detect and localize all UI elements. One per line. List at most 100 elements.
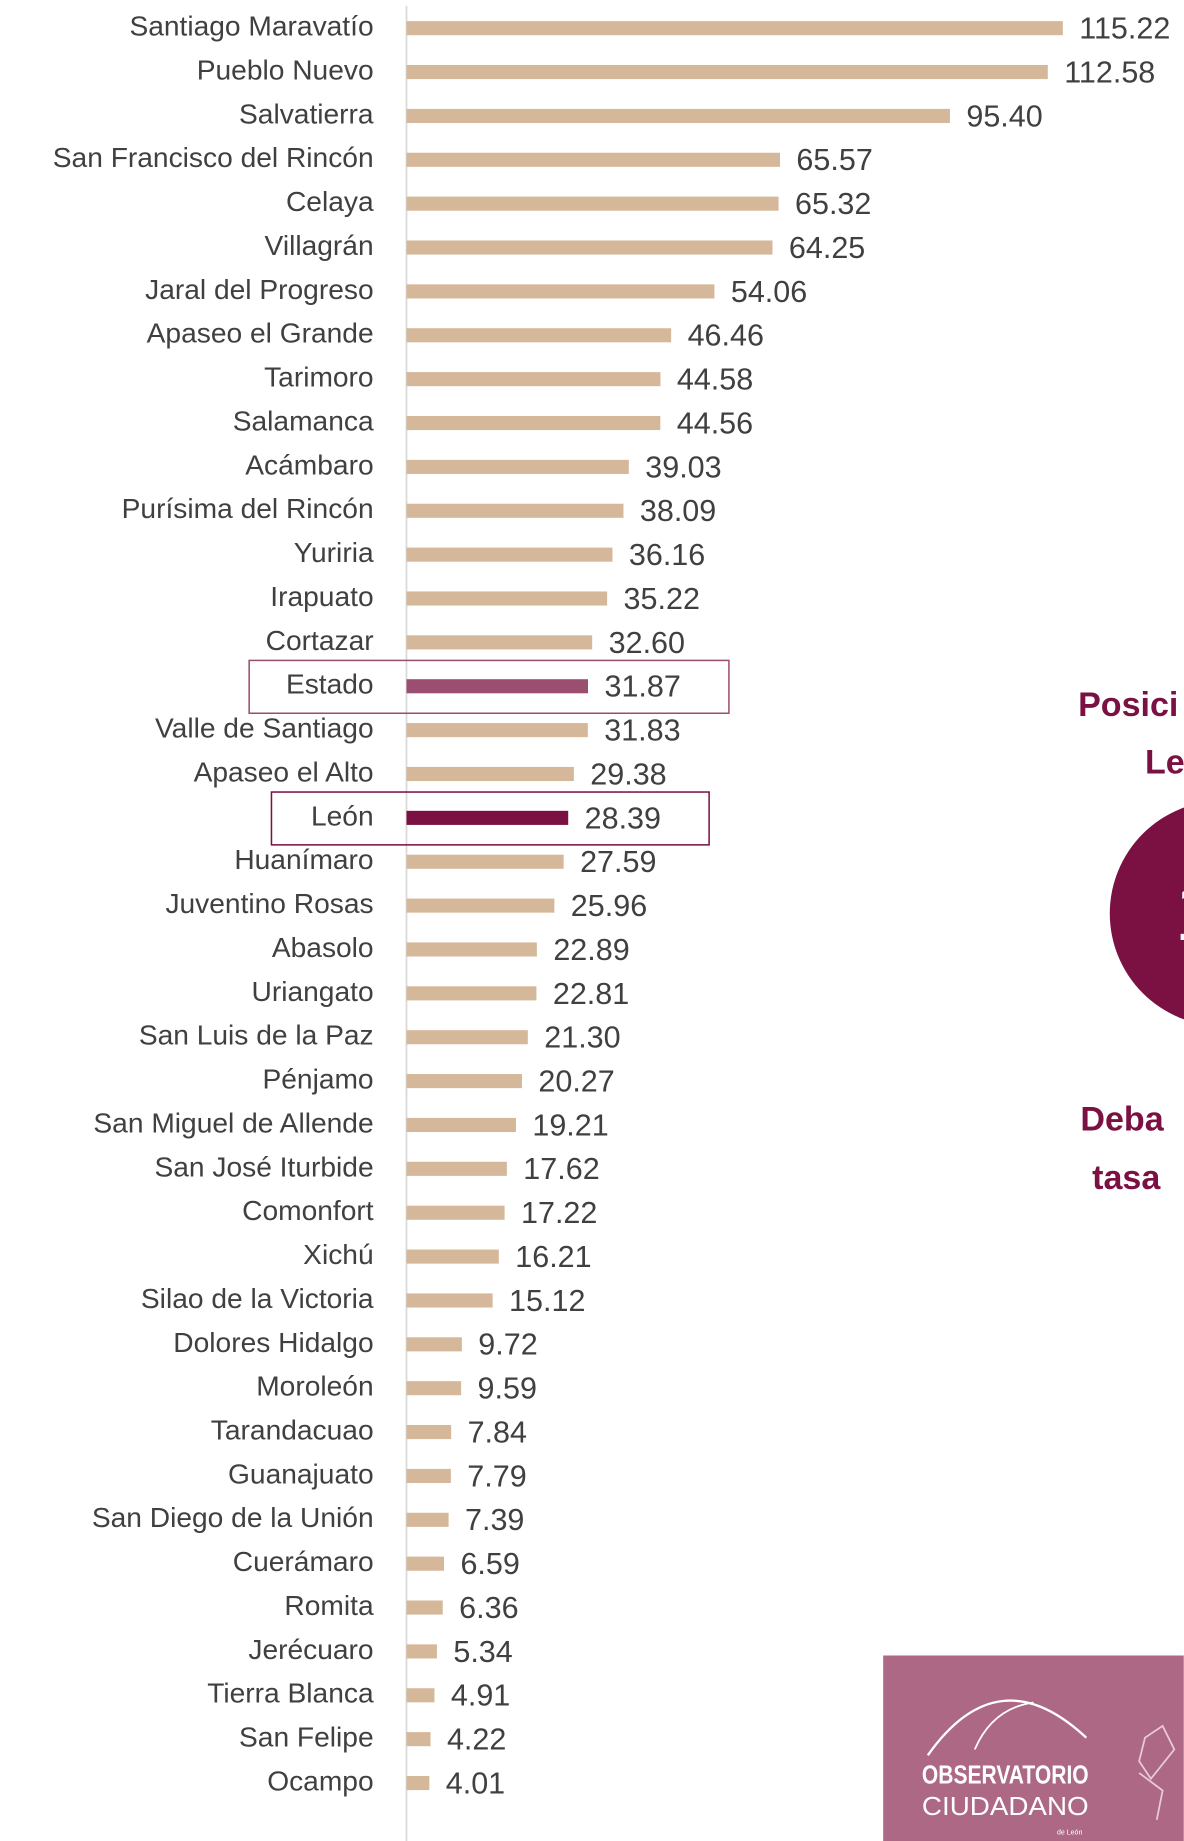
value-label: 4.01 (446, 1766, 505, 1800)
value-label: 22.81 (553, 977, 629, 1011)
value-label: 29.38 (590, 757, 666, 791)
value-label: 115.22 (1079, 12, 1170, 46)
bar (406, 328, 672, 343)
logo-arc (973, 1701, 1034, 1750)
bar (406, 1161, 507, 1176)
value-label: 38.09 (640, 494, 716, 528)
category-label: Tarimoro (264, 361, 374, 393)
value-label: 22.89 (553, 933, 629, 967)
value-label: 25.96 (571, 889, 647, 923)
bar (406, 723, 588, 738)
category-label: Dolores Hidalgo (173, 1326, 373, 1358)
bar (406, 986, 537, 1001)
rank: 1 (1174, 867, 1184, 958)
category-label: Cuerámaro (233, 1545, 374, 1577)
bar (406, 459, 629, 474)
value-label: 27.59 (580, 845, 656, 879)
logo-text: OBSERVATORIO (922, 1761, 1089, 1789)
bar (406, 240, 773, 255)
bar (406, 810, 569, 825)
value-label: 4.22 (447, 1723, 506, 1757)
bar (406, 635, 593, 650)
panel-heading: Posici (1078, 686, 1178, 724)
category-label: Xichú (303, 1238, 373, 1270)
value-label: 17.62 (523, 1152, 599, 1186)
value-label: 65.32 (795, 187, 871, 221)
bar (406, 1688, 435, 1703)
bar (406, 898, 555, 913)
logo-arc (926, 1699, 1088, 1756)
category-label: Cortazar (266, 624, 374, 656)
value-label: 7.84 (468, 1415, 527, 1449)
category-label: Valle de Santiago (155, 712, 374, 744)
category-label: Moroleón (256, 1370, 373, 1402)
value-label: 6.36 (459, 1591, 518, 1625)
logo-map (1138, 1724, 1176, 1821)
category-label: Apaseo el Alto (194, 755, 374, 787)
category-label: San Diego de la Unión (92, 1501, 374, 1533)
bar (406, 679, 589, 694)
highlight-box (248, 659, 730, 715)
bar (406, 547, 613, 562)
category-label: San Luis de la Paz (139, 1019, 374, 1051)
category-label: Romita (284, 1589, 374, 1621)
bar (406, 766, 574, 782)
bar (406, 21, 1063, 36)
value-label: 31.83 (604, 714, 680, 748)
category-label: San Miguel de Allende (93, 1106, 373, 1138)
bar (406, 1644, 437, 1659)
value-label: 54.06 (731, 275, 807, 309)
category-label: Purísima del Rincón (122, 492, 374, 524)
value-label: 44.58 (677, 363, 753, 397)
bar (406, 1512, 449, 1527)
category-label: Jaral del Progreso (145, 273, 373, 305)
rank-circle (1109, 807, 1184, 1020)
bar (406, 372, 661, 387)
value-label: 39.03 (645, 450, 721, 484)
category-label: Yuriria (294, 536, 374, 568)
bar (406, 1732, 431, 1747)
category-label: Acámbaro (245, 448, 373, 480)
value-label: 7.79 (467, 1459, 526, 1493)
bar (406, 65, 1048, 80)
value-label: 6.59 (460, 1547, 519, 1581)
category-label: Salvatierra (239, 97, 374, 129)
category-label: Pueblo Nuevo (197, 53, 374, 85)
bar (406, 108, 950, 123)
value-label: 4.91 (451, 1679, 510, 1713)
category-label: Juventino Rosas (165, 887, 373, 919)
category-label: Salamanca (233, 404, 374, 436)
bar (406, 152, 780, 167)
value-label: 28.39 (585, 801, 661, 835)
value-label: 17.22 (521, 1196, 597, 1230)
value-label: 9.59 (478, 1372, 537, 1406)
category-label: Apaseo el Grande (147, 317, 374, 349)
category-label: San Felipe (239, 1721, 374, 1753)
panel-heading: Le (1145, 743, 1184, 781)
bar (406, 1556, 445, 1571)
bar (406, 591, 608, 606)
value-label: 95.40 (966, 99, 1042, 133)
value-label: 64.25 (789, 231, 865, 265)
value-label: 15.12 (509, 1284, 585, 1318)
value-label: 46.46 (688, 319, 764, 353)
value-label: 5.34 (453, 1635, 512, 1669)
value-label: 19.21 (532, 1108, 608, 1142)
bar (406, 1117, 516, 1133)
bar (406, 1205, 505, 1220)
panel-note: Deba (1080, 1100, 1164, 1138)
category-label: Guanajuato (228, 1457, 374, 1489)
bar (406, 1381, 462, 1396)
category-label: Comonfort (242, 1194, 374, 1226)
category-label: Estado (286, 668, 374, 700)
logo-text: de León (1057, 1830, 1083, 1837)
category-label: Tarandacuao (211, 1414, 374, 1446)
value-label: 32.60 (609, 626, 685, 660)
category-label: Jerécuaro (248, 1633, 373, 1665)
value-label: 7.39 (465, 1503, 524, 1537)
category-label: Uriangato (252, 975, 374, 1007)
bar (406, 196, 779, 211)
bar (406, 854, 564, 869)
